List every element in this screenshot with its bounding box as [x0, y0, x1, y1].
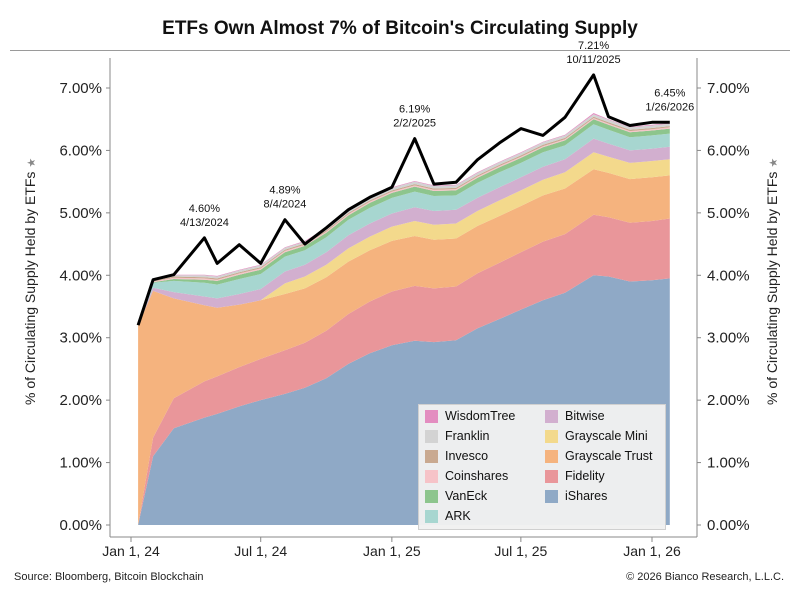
legend-label: ARK: [445, 509, 471, 523]
y-tick-label-left: 2.00%: [59, 392, 102, 409]
legend-swatch: [545, 429, 558, 443]
legend-label: Fidelity: [565, 469, 605, 483]
annotation-date: 1/26/2026: [645, 101, 694, 113]
legend-label: WisdomTree: [445, 409, 516, 423]
y-tick-label-right: 3.00%: [707, 330, 750, 347]
y-tick-label-right: 4.00%: [707, 267, 750, 284]
y-tick-label-right: 5.00%: [707, 205, 750, 222]
legend-swatch: [545, 409, 558, 423]
legend-swatch: [425, 429, 438, 443]
x-tick-label: Jul 1, 24: [234, 543, 287, 559]
legend-swatch: [545, 489, 558, 503]
annotation-date: 8/4/2024: [264, 199, 307, 211]
legend-swatch: [425, 469, 438, 483]
x-tick-label: Jan 1, 25: [363, 543, 421, 559]
annotations-group: 4.60% 4/13/2024 4.89% 8/4/2024 6.19% 2/2/2025…: [180, 40, 694, 229]
legend-label: Bitwise: [565, 409, 605, 423]
annotation-date: 2/2/2025: [393, 118, 436, 130]
legend-item: Franklin: [425, 429, 489, 443]
area-grayscale-trust: [138, 169, 670, 525]
y-axis-label-left: % of Circulating Supply Held by ETFs ★: [22, 157, 38, 405]
y-tick-label-right: 7.00%: [707, 80, 750, 97]
pin-icon: ★: [768, 157, 780, 168]
legend-swatch: [425, 509, 438, 523]
legend-item: VanEck: [425, 489, 487, 503]
legend-label: Grayscale Mini: [565, 429, 648, 443]
legend-item: Grayscale Trust: [545, 449, 653, 463]
legend-label: Grayscale Trust: [565, 449, 653, 463]
legend-swatch: [425, 409, 438, 423]
area-fidelity: [138, 214, 670, 525]
copyright-note: © 2026 Bianco Research, L.L.C.: [626, 571, 784, 583]
legend-swatch: [545, 469, 558, 483]
legend-swatch: [545, 449, 558, 463]
y-tick-label-left: 4.00%: [59, 267, 102, 284]
y-tick-label-left: 5.00%: [59, 205, 102, 222]
y-axis-label-right: % of Circulating Supply Held by ETFs ★: [764, 157, 780, 405]
legend-label: Coinshares: [445, 469, 509, 483]
source-note: Source: Bloomberg, Bitcoin Blockchain: [14, 571, 204, 583]
axes-group: 0.00% 0.00% 1.00% 1.00% 2.00% 2.00% 3.00% 3.00%…: [59, 58, 750, 559]
area-grayscale-mini: [138, 152, 670, 326]
title-divider: [10, 50, 790, 51]
legend-swatch: [425, 489, 438, 503]
annotation-value: 6.19%: [399, 104, 430, 116]
legend-item: Coinshares: [425, 469, 508, 483]
legend-label: VanEck: [445, 489, 488, 503]
area-bitwise: [138, 138, 670, 326]
y-tick-label-right: 2.00%: [707, 392, 750, 409]
legend-swatch: [425, 449, 438, 463]
legend-item: iShares: [545, 489, 607, 503]
legend-item: Invesco: [425, 449, 488, 463]
x-tick-label: Jan 1, 24: [102, 543, 160, 559]
y-tick-label-right: 6.00%: [707, 142, 750, 159]
annotation-value: 6.45%: [654, 87, 685, 99]
legend-item: ARK: [425, 509, 471, 523]
legend-label: Franklin: [445, 429, 490, 443]
y-tick-label-left: 3.00%: [59, 330, 102, 347]
y-tick-label-right: 1.00%: [707, 455, 750, 472]
annotation-date: 10/11/2025: [566, 54, 620, 66]
legend-label: iShares: [565, 489, 608, 503]
annotation-date: 4/13/2024: [180, 217, 229, 229]
annotation-value: 4.89%: [269, 185, 300, 197]
x-tick-label: Jan 1, 26: [623, 543, 681, 559]
y-tick-label-left: 0.00%: [59, 517, 102, 534]
y-tick-label-left: 6.00%: [59, 142, 102, 159]
x-tick-label: Jul 1, 25: [494, 543, 547, 559]
chart-legend: WisdomTree Bitwise Franklin Grayscale Mini I…: [418, 404, 666, 530]
pin-icon: ★: [26, 157, 38, 168]
legend-item: Bitwise: [545, 409, 605, 423]
legend-item: WisdomTree: [425, 409, 515, 423]
legend-item: Fidelity: [545, 469, 605, 483]
y-tick-label-left: 1.00%: [59, 455, 102, 472]
legend-item: Grayscale Mini: [545, 429, 648, 443]
annotation-value: 4.60%: [189, 203, 220, 215]
y-tick-label-right: 0.00%: [707, 517, 750, 534]
total-line-group: [136, 73, 670, 326]
total-holdings-line: [136, 73, 670, 326]
y-tick-label-left: 7.00%: [59, 80, 102, 97]
chart-title: ETFs Own Almost 7% of Bitcoin's Circulat…: [162, 18, 638, 39]
legend-label: Invesco: [445, 449, 489, 463]
area-ark: [138, 124, 670, 326]
annotation-value: 7.21%: [578, 40, 609, 52]
